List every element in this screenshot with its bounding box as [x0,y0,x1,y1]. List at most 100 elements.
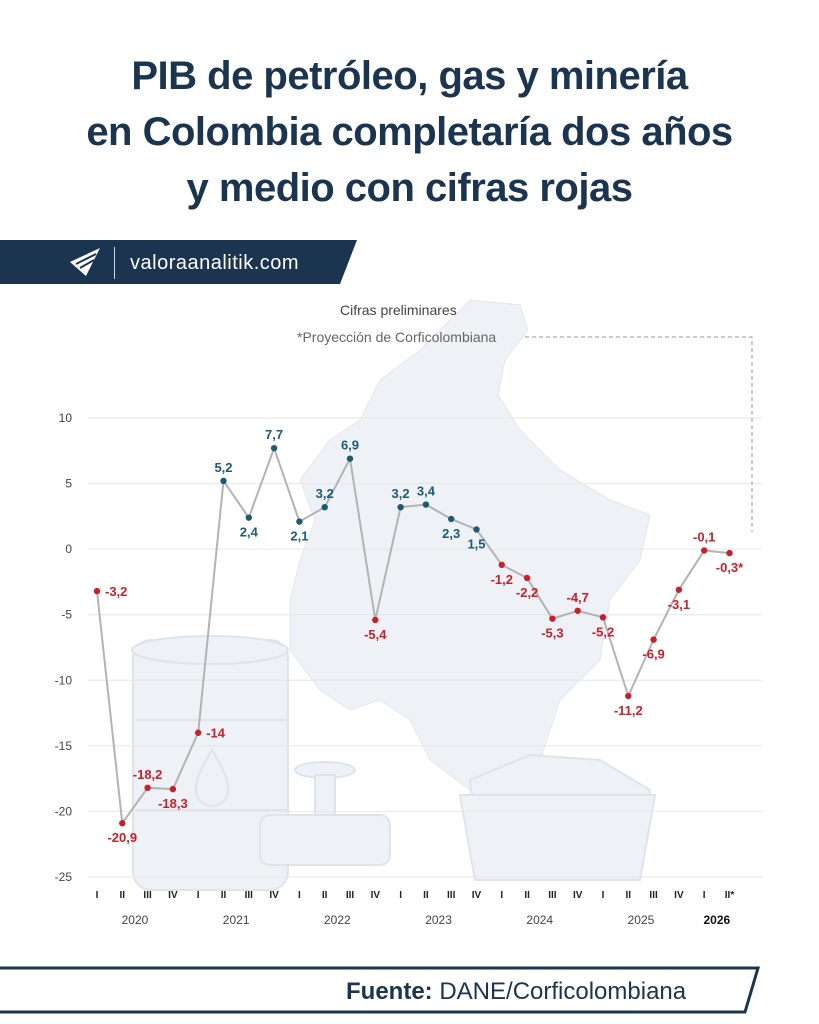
data-label: -18,3 [158,796,188,811]
data-point [473,526,480,533]
year-label: 2021 [223,913,250,927]
data-point [397,503,404,511]
brand-name[interactable]: valoraanalitik.com [130,252,300,274]
data-points [93,444,733,827]
x-tick-label: III [447,890,456,901]
data-point [245,514,252,521]
data-point [650,636,657,643]
data-label: -3,2 [105,584,127,599]
year-label: 2022 [324,913,351,927]
data-point [574,607,581,614]
y-tick-label: -10 [55,673,73,687]
data-label: -14 [206,726,226,741]
data-label: 3,2 [392,486,410,501]
data-label: -2,2 [516,585,538,600]
data-point [169,785,177,793]
x-tick-label: II [626,890,632,901]
x-tick-label: II [221,890,227,901]
data-point [422,501,430,508]
data-label: -11,2 [614,703,643,718]
data-label: -6,9 [642,647,664,662]
valve-illustration [259,761,391,866]
data-label: 5,2 [214,460,232,475]
year-label: 2026 [703,913,730,927]
data-label: -5,2 [592,624,614,639]
x-tick-label: III [548,890,557,901]
x-tick-label: I [399,890,402,901]
preliminary-note: Cifras preliminares [340,302,457,318]
title-line-3: y medio con cifras rojas [186,166,633,210]
source-line: Fuente: DANE/Corficolombiana [346,976,686,1008]
x-tick-label: IV [674,890,684,901]
data-label: -20,9 [107,830,137,845]
data-label: 2,4 [240,525,259,540]
x-tick-label: IV [573,890,583,901]
grid-lines [88,417,762,878]
data-point [119,820,126,827]
data-point [372,616,379,624]
y-tick-label: 0 [65,542,72,556]
series-line [96,445,730,826]
data-label: -3,1 [668,597,690,612]
y-tick-label: -15 [55,739,73,753]
data-point [144,784,151,792]
data-point [296,518,303,525]
map-silhouette [289,299,651,801]
x-tick-label: I [298,890,301,901]
brand-divider [114,247,115,279]
x-tick-label: III [649,890,658,901]
y-tick-label: -25 [55,870,73,884]
mine-cart-illustration [458,753,657,881]
year-label: 2025 [628,913,655,927]
y-axis-ticks: 10 5 0 -5 -10 -15 -20 -25 [55,411,73,884]
x-tick-label: I [500,890,503,901]
x-tick-label: IV [269,890,279,901]
data-point [599,614,607,621]
title-line-2: en Colombia completaría dos años [86,110,733,154]
data-label: 2,3 [442,526,460,541]
projection-note: *Proyección de Corficolombiana [297,329,497,345]
x-tick-label: II* [725,890,735,901]
data-label: 3,4 [417,484,436,499]
x-tick-label: IV [371,890,381,901]
data-label: -0,1 [693,529,715,544]
valora-logo-icon [70,248,100,276]
x-tick-label: III [245,890,254,901]
x-tick-label: II [423,890,429,901]
x-tick-label: II [524,890,530,901]
data-point [549,615,556,622]
year-label: 2020 [122,913,149,927]
data-point [270,444,278,452]
data-point [701,547,708,554]
data-label: 6,9 [341,438,359,453]
data-label: -1,2 [491,572,513,587]
data-label: -5,4 [364,627,387,642]
data-labels: -3,2 -20,9 -18,2 -18,3 -14 5,2 2,4 7,7 2,1 3,2 6,9… [105,427,744,845]
data-label: 1,5 [467,536,485,551]
data-label: -0,3* [716,560,744,575]
data-point [675,586,683,593]
x-tick-label: III [143,890,152,901]
source-value: DANE/Corficolombiana [439,978,687,1005]
barrel-illustration [131,635,289,891]
data-label: 2,1 [290,529,308,544]
x-tick-label: I [703,890,706,901]
data-point [498,561,505,569]
data-point [220,477,227,485]
data-point [195,729,202,736]
x-tick-label: IV [472,890,482,901]
data-point [448,515,455,523]
year-labels: 2020 2021 2022 2023 2024 2025 2026 [122,913,731,927]
x-axis-ticks: I II III IV I II III IV I II III IV I II III IV I II III IV… [96,890,735,901]
x-tick-label: I [602,890,605,901]
data-point [321,503,328,511]
page-title: PIB de petróleo, gas y minería en Colomb… [0,48,819,216]
data-point [625,692,632,700]
x-tick-label: II [322,890,328,901]
title-line-1: PIB de petróleo, gas y minería [131,54,688,98]
data-point [523,574,531,582]
source-label: Fuente: [346,978,433,1005]
